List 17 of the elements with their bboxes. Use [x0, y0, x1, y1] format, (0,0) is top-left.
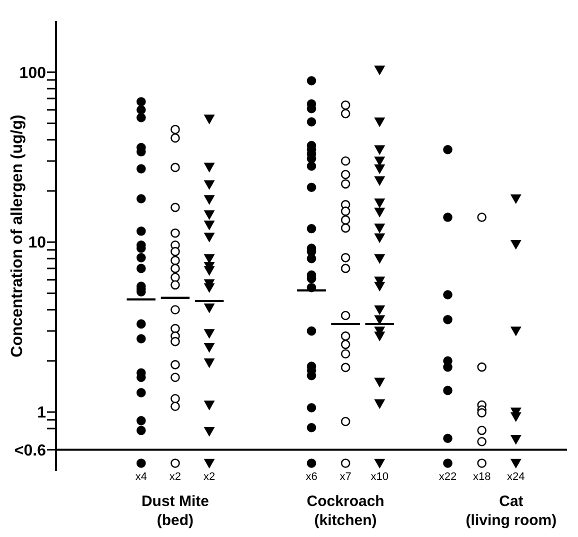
data-label: x6 [306, 471, 318, 484]
data-label: x7 [340, 471, 352, 484]
data-label: x2 [203, 471, 216, 484]
data-label: x24 [507, 471, 525, 484]
x-tick-label: Dust Mite (bed) [141, 493, 209, 529]
y-tick-label: <0.6 [14, 442, 46, 460]
data-label: x18 [472, 471, 491, 484]
data-label: x2 [169, 471, 182, 484]
y-tick-label: 10 [28, 234, 46, 252]
y-tick-label: 100 [19, 64, 46, 82]
x-tick-label: Cockroach (kitchen) [306, 493, 384, 529]
x-tick-label: Cat (living room) [466, 493, 557, 529]
y-axis-title: Concentration of allergen (ug/g) [9, 114, 26, 358]
data-label: x22 [438, 471, 457, 484]
data-label: x10 [370, 471, 389, 484]
y-tick-label: 1 [37, 404, 46, 422]
data-label: x4 [135, 471, 147, 484]
